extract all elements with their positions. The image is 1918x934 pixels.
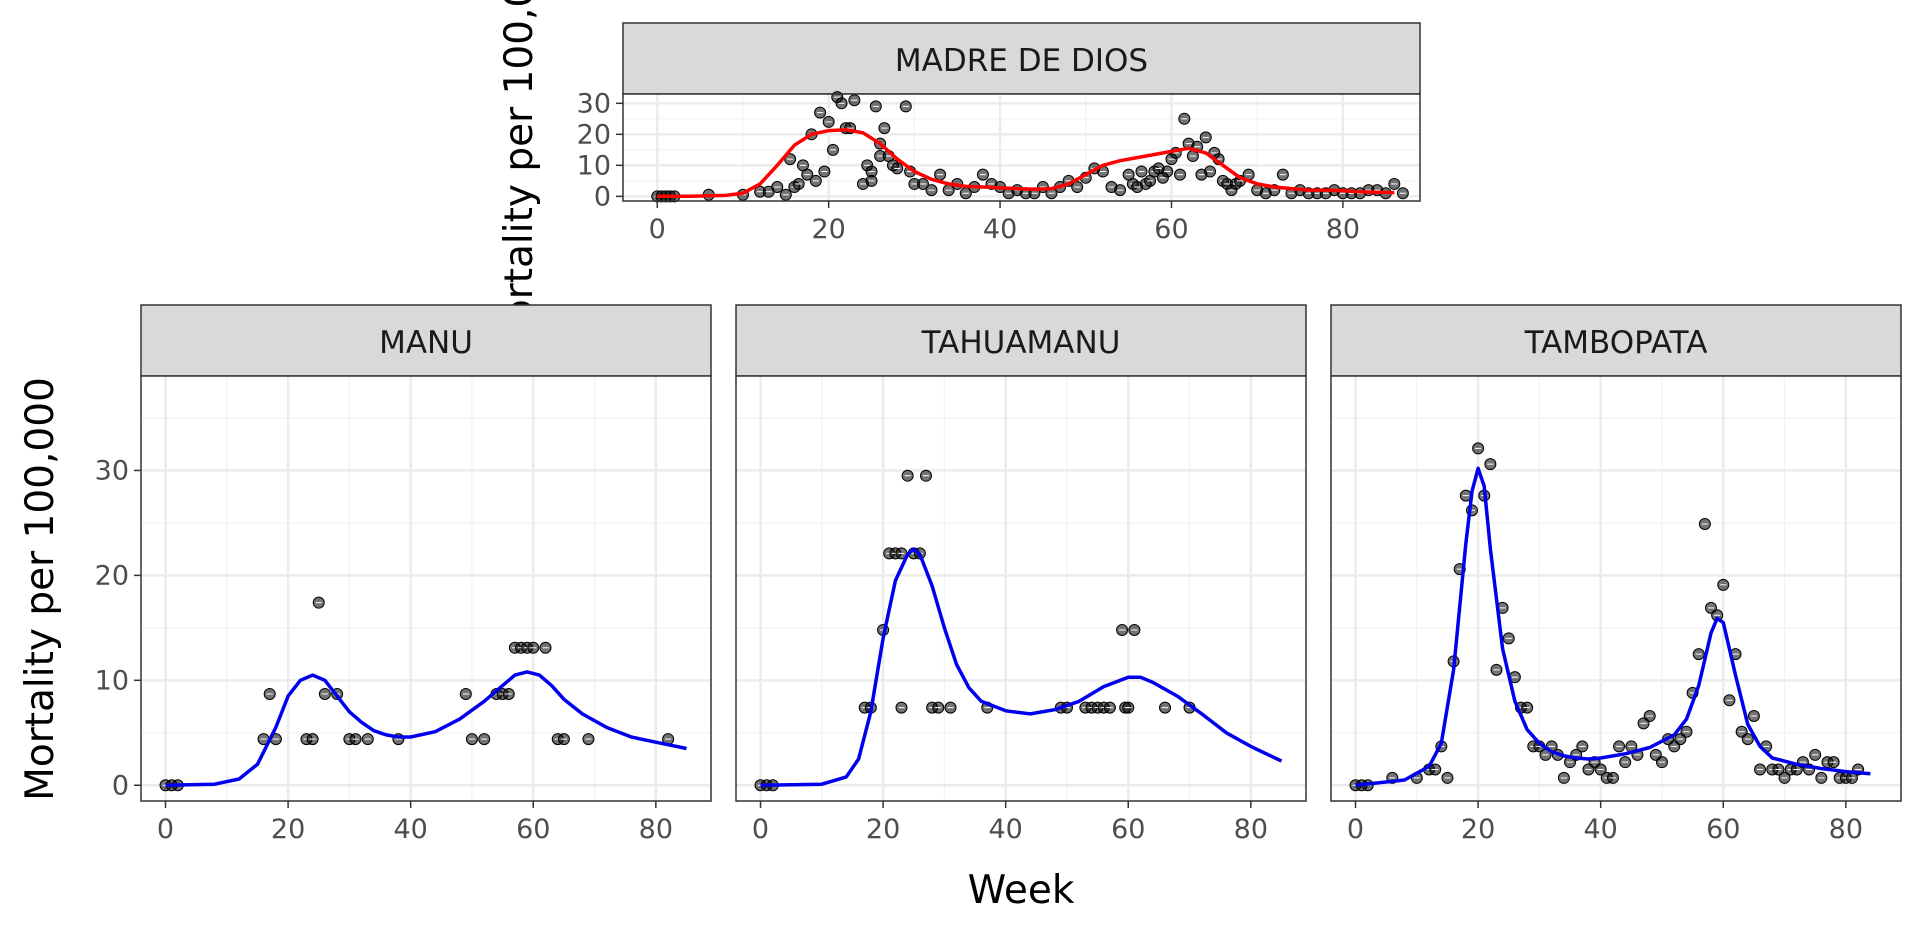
fitted-curve xyxy=(657,127,1395,199)
fitted-curve xyxy=(165,670,687,788)
strip-background xyxy=(735,304,1307,377)
x-tick-label: 0 xyxy=(649,214,666,245)
x-tick-label: 40 xyxy=(983,214,1017,245)
y-tick-label: 20 xyxy=(577,119,611,150)
strip-label-madre-de-dios: MADRE DE DIOS xyxy=(895,43,1148,79)
y-tick-label: 0 xyxy=(112,770,129,801)
panel-border xyxy=(1330,375,1902,802)
x-tick-label: 40 xyxy=(988,814,1022,845)
x-tick-label: 80 xyxy=(639,814,673,845)
y-axis-title-top: Mortality per 100,000 xyxy=(497,0,542,357)
x-tick-label: 20 xyxy=(866,814,900,845)
x-axis-title: Week xyxy=(968,868,1075,913)
x-tick-label: 60 xyxy=(1706,814,1740,845)
x-tick-label: 60 xyxy=(1154,214,1188,245)
x-tick-label: 20 xyxy=(271,814,305,845)
x-tick-label: 0 xyxy=(752,814,769,845)
strip-label-tahuamanu: TAHUAMANU xyxy=(921,325,1121,361)
panel-background xyxy=(623,94,1420,201)
fitted-curve xyxy=(1355,466,1871,788)
x-tick-label: 40 xyxy=(393,814,427,845)
strip-background xyxy=(140,304,712,377)
x-tick-label: 20 xyxy=(1461,814,1495,845)
x-tick-label: 40 xyxy=(1583,814,1617,845)
y-tick-label: 10 xyxy=(95,665,129,696)
x-tick-label: 20 xyxy=(811,214,845,245)
x-tick-label: 80 xyxy=(1234,814,1268,845)
strip-label-tambopata: TAMBOPATA xyxy=(1524,325,1708,361)
x-tick-label: 80 xyxy=(1829,814,1863,845)
strip-background xyxy=(1330,304,1902,377)
y-axis-title: Mortality per 100,000 xyxy=(18,377,63,801)
facet-tambopata: TAMBOPATA 0 20 40 60 80 xyxy=(1330,304,1902,845)
x-tick-label: 0 xyxy=(157,814,174,845)
y-tick-label: 0 xyxy=(594,181,611,212)
facet-tahuamanu: TAHUAMANU 0 20 40 60 80 Week xyxy=(735,304,1307,913)
x-tick-label: 60 xyxy=(516,814,550,845)
plot-panel-manu: 0 20 40 60 80 0 10 20 30 xyxy=(95,375,712,845)
plot-panel-tambopata: 0 20 40 60 80 xyxy=(1330,375,1902,845)
y-tick-label: 30 xyxy=(577,88,611,119)
x-tick-label: 80 xyxy=(1326,214,1360,245)
panel-border xyxy=(622,93,1421,202)
x-tick-label: 60 xyxy=(1111,814,1145,845)
strip-background xyxy=(622,22,1421,95)
panel-background xyxy=(736,376,1306,801)
panel-border xyxy=(735,375,1307,802)
strip-label-manu: MANU xyxy=(379,325,473,361)
y-tick-label: 20 xyxy=(95,560,129,591)
plot-panel-tahuamanu: 0 20 40 60 80 xyxy=(735,375,1307,845)
panel-background xyxy=(1331,376,1901,801)
panel-border xyxy=(140,375,712,802)
x-tick-label: 0 xyxy=(1347,814,1364,845)
y-tick-label: 30 xyxy=(95,455,129,486)
y-tick-label: 10 xyxy=(577,150,611,181)
fitted-curve xyxy=(760,547,1283,788)
facet-manu: MANU 0 20 40 60 80 0 10 20 30 Mortality per 100,… xyxy=(18,304,712,845)
